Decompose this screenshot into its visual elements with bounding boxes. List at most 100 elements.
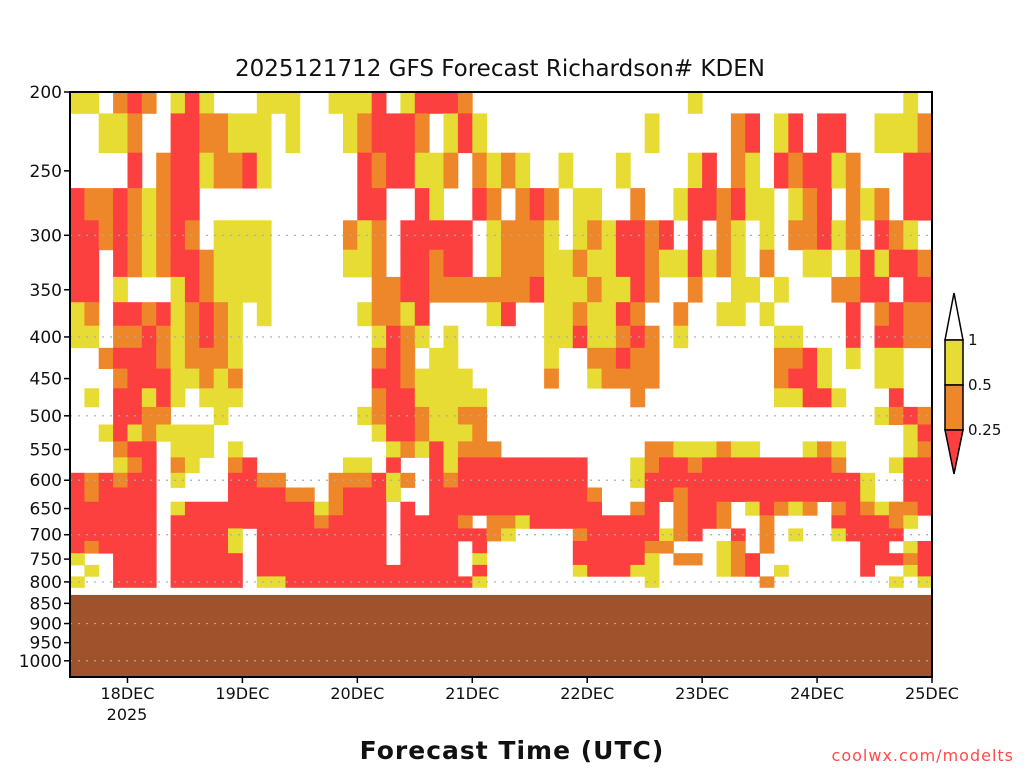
heatmap-cell bbox=[716, 553, 732, 566]
heatmap-cell bbox=[357, 515, 373, 529]
x-tick-label: 22DEC bbox=[560, 684, 614, 703]
heatmap-cell bbox=[256, 276, 272, 303]
heatmap-cell bbox=[659, 220, 674, 251]
heatmap-cell bbox=[414, 92, 430, 114]
heatmap-cell bbox=[242, 457, 258, 474]
heatmap-cell bbox=[831, 441, 847, 458]
heatmap-cell bbox=[716, 188, 732, 221]
heatmap-cell bbox=[716, 541, 732, 554]
heatmap-cell bbox=[299, 564, 315, 577]
heatmap-cell bbox=[386, 276, 401, 303]
heatmap-cell bbox=[414, 276, 430, 303]
heatmap-cell bbox=[673, 457, 689, 474]
y-tick-label: 500 bbox=[30, 407, 62, 427]
heatmap-cell bbox=[127, 388, 143, 408]
heatmap-cell bbox=[414, 515, 430, 529]
heatmap-cell bbox=[644, 220, 660, 251]
heatmap-cell bbox=[184, 325, 200, 349]
heatmap-cell bbox=[184, 347, 200, 369]
heatmap-cell bbox=[170, 457, 186, 474]
heatmap-cell bbox=[558, 487, 574, 502]
heatmap-cell bbox=[702, 501, 717, 516]
heatmap-cell bbox=[213, 302, 229, 327]
heatmap-cell bbox=[687, 487, 703, 502]
heatmap-cell bbox=[371, 249, 387, 278]
heatmap-cell bbox=[343, 564, 358, 577]
heatmap-cell bbox=[572, 528, 588, 542]
heatmap-cell bbox=[687, 249, 703, 278]
heatmap-cell bbox=[587, 501, 602, 516]
heatmap-cell bbox=[874, 515, 890, 529]
heatmap-cell bbox=[228, 152, 243, 189]
heatmap-cell bbox=[113, 528, 128, 542]
heatmap-cell bbox=[199, 441, 215, 458]
heatmap-cell bbox=[213, 406, 229, 425]
heatmap-cell bbox=[644, 515, 660, 529]
heatmap-cell bbox=[888, 501, 904, 516]
heatmap-cell bbox=[156, 188, 171, 221]
heatmap-cell bbox=[170, 541, 186, 554]
heatmap-cell bbox=[587, 220, 602, 251]
heatmap-cell bbox=[127, 152, 143, 189]
heatmap-cell bbox=[759, 302, 775, 327]
x-tick-label: 20DEC bbox=[330, 684, 384, 703]
heatmap-cell bbox=[730, 472, 746, 488]
heatmap-cell bbox=[285, 487, 301, 502]
heatmap-cell bbox=[343, 457, 358, 474]
heatmap-cell bbox=[903, 515, 919, 529]
heatmap-cell bbox=[170, 368, 186, 389]
heatmap-cell bbox=[529, 457, 545, 474]
heatmap-cell bbox=[170, 152, 186, 189]
heatmap-cell bbox=[256, 152, 272, 189]
legend-label-0.5: 0.5 bbox=[968, 376, 992, 394]
heatmap-cell bbox=[127, 249, 143, 278]
heatmap-cell bbox=[888, 113, 904, 154]
heatmap-cell bbox=[702, 188, 717, 221]
y-tick-label: 700 bbox=[30, 526, 62, 546]
heatmap-cell bbox=[472, 501, 488, 516]
heatmap-cell bbox=[213, 276, 229, 303]
heatmap-cell bbox=[615, 249, 631, 278]
heatmap-cell bbox=[702, 441, 717, 458]
heatmap-cell bbox=[774, 564, 789, 577]
heatmap-cell bbox=[357, 457, 373, 474]
heatmap-cell bbox=[817, 368, 832, 389]
heatmap-cell bbox=[414, 553, 430, 566]
heatmap-cell bbox=[98, 515, 114, 529]
heatmap-cell bbox=[184, 152, 200, 189]
heatmap-cell bbox=[860, 472, 875, 488]
heatmap-cell bbox=[687, 441, 703, 458]
heatmap-cell bbox=[788, 325, 804, 349]
heatmap-cell bbox=[429, 220, 444, 251]
heatmap-cell bbox=[429, 347, 444, 369]
heatmap-cell bbox=[515, 276, 531, 303]
heatmap-cell bbox=[831, 501, 847, 516]
x-tick-label: 23DEC bbox=[675, 684, 729, 703]
heatmap-cell bbox=[615, 368, 631, 389]
heatmap-cell bbox=[141, 302, 157, 327]
heatmap-cell bbox=[472, 441, 488, 458]
y-tick-label: 600 bbox=[30, 471, 62, 491]
heatmap-cell bbox=[630, 276, 646, 303]
heatmap-cell bbox=[601, 249, 617, 278]
heatmap-cell bbox=[156, 424, 171, 442]
heatmap-cell bbox=[357, 406, 373, 425]
heatmap-cell bbox=[572, 515, 588, 529]
heatmap-cell bbox=[256, 501, 272, 516]
heatmap-cell bbox=[630, 188, 646, 221]
heatmap-cell bbox=[386, 152, 401, 189]
heatmap-cell bbox=[386, 347, 401, 369]
heatmap-cell bbox=[328, 541, 344, 554]
heatmap-cell bbox=[429, 441, 444, 458]
heatmap-cell bbox=[501, 457, 516, 474]
heatmap-cell bbox=[314, 501, 329, 516]
heatmap-cell bbox=[702, 152, 717, 189]
heatmap-cell bbox=[328, 576, 344, 588]
heatmap-cell bbox=[70, 249, 85, 278]
heatmap-cell bbox=[903, 564, 919, 577]
heatmap-cell bbox=[371, 388, 387, 408]
heatmap-cell bbox=[127, 302, 143, 327]
heatmap-cell bbox=[874, 249, 890, 278]
heatmap-cell bbox=[788, 501, 804, 516]
heatmap-cell bbox=[472, 553, 488, 566]
